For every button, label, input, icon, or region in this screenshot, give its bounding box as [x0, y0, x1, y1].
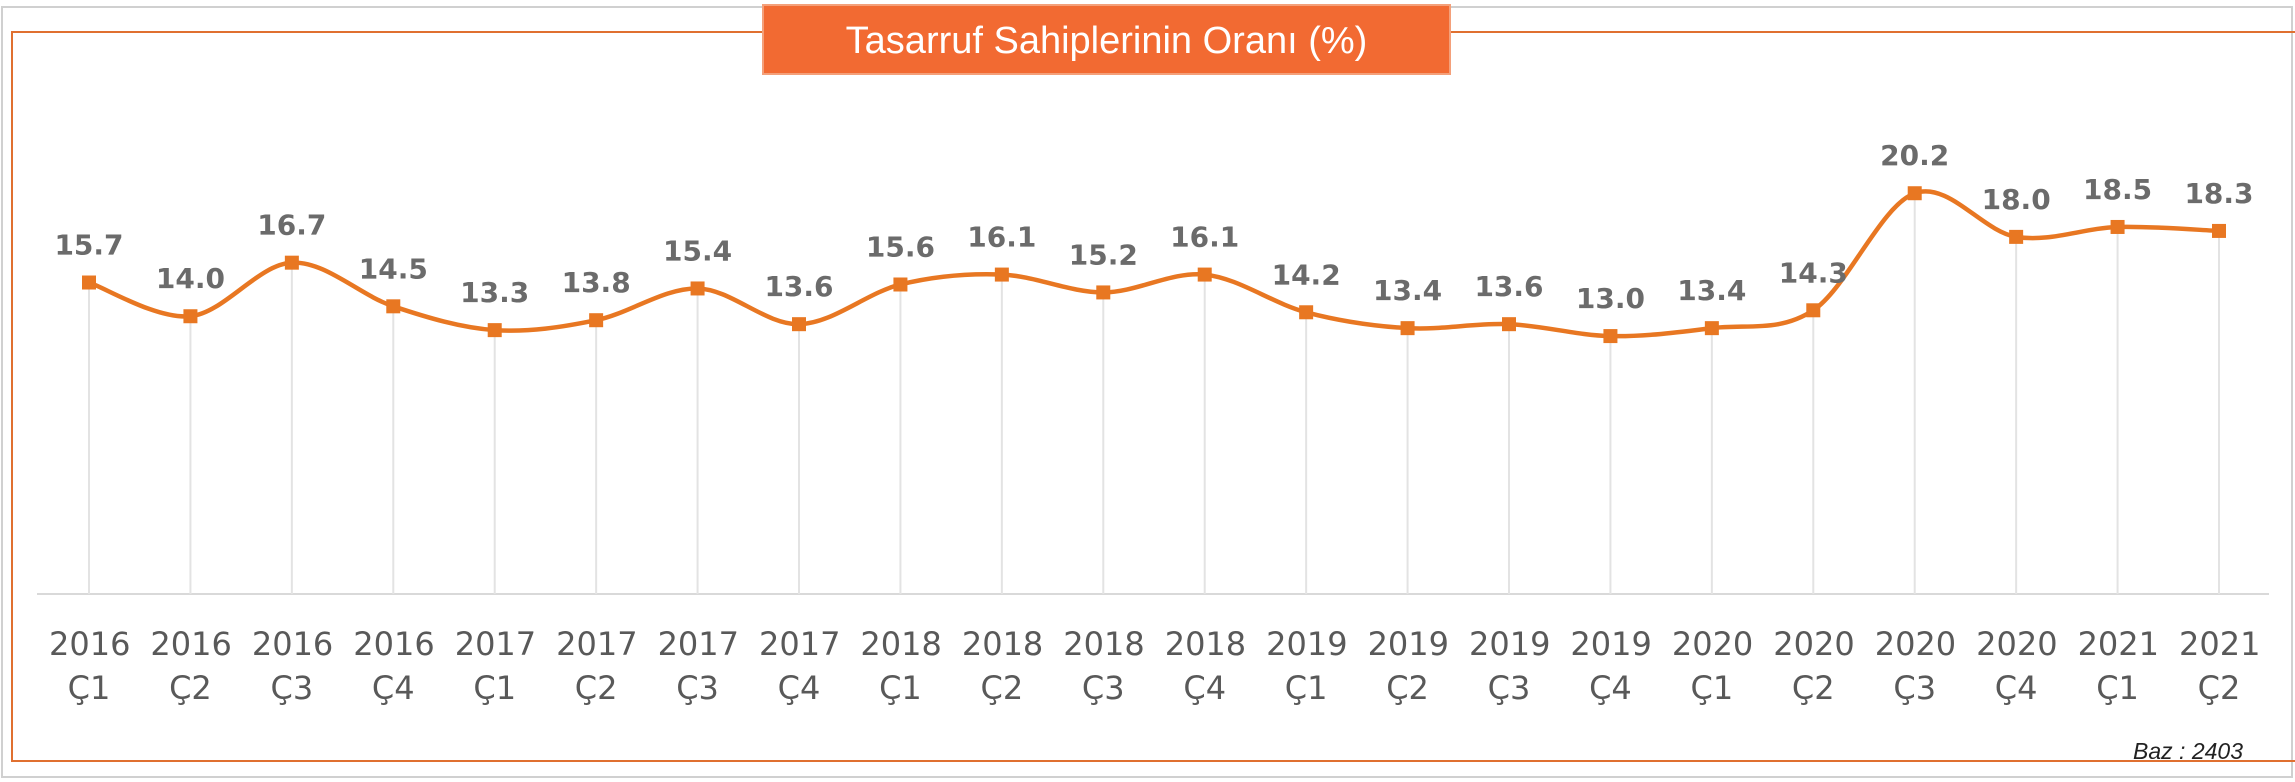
marker	[690, 281, 705, 296]
marker	[487, 323, 502, 338]
marker	[1907, 186, 1922, 201]
x-tick-label: 2018 Ç2	[961, 625, 1044, 707]
marker	[2009, 229, 2024, 244]
note: Baz : 2403	[2133, 738, 2243, 764]
data-label: 16.1	[1170, 221, 1239, 254]
x-tick-label: 2018 Ç1	[860, 625, 942, 707]
x-tick-label: 2019 Ç2	[1367, 625, 1449, 707]
x-tick-label: 2018 Ç3	[1063, 625, 1145, 707]
marker	[2212, 223, 2226, 238]
marker	[994, 267, 1009, 282]
marker	[1299, 305, 1314, 320]
x-tick-label: 2021 Ç2	[2179, 625, 2261, 707]
x-tick-label: 2016 Ç1	[49, 625, 131, 707]
marker	[589, 313, 604, 328]
x-tick-label: 2019 Ç1	[1266, 625, 1348, 707]
marker	[1400, 321, 1415, 336]
data-label: 15.6	[866, 230, 935, 263]
data-label: 15.4	[663, 234, 732, 267]
x-tick-label: 2017 Ç3	[657, 625, 739, 707]
marker	[792, 317, 806, 332]
marker	[1603, 329, 1618, 344]
data-label: 14.2	[1272, 258, 1341, 291]
marker	[386, 299, 401, 314]
data-label: 16.1	[967, 221, 1036, 254]
marker	[82, 275, 96, 290]
x-tick-label: 2017 Ç1	[454, 625, 537, 707]
x-tick-label: 2016 Ç2	[150, 625, 232, 707]
data-label: 13.3	[460, 276, 529, 309]
marker	[1197, 267, 1212, 282]
line	[88, 189, 2220, 339]
x-tick-label: 2020 Ç2	[1773, 625, 1855, 707]
data-label: 15.7	[54, 229, 123, 262]
x-tick-label: 2020 Ç3	[1874, 625, 1957, 707]
data-label: 13.6	[1474, 270, 1543, 303]
marker	[1502, 317, 1516, 332]
data-label: 13.0	[1576, 282, 1645, 315]
x-tick-label: 2019 Ç3	[1469, 625, 1551, 707]
data-label: 18.5	[2083, 173, 2152, 206]
data-label: 13.6	[764, 270, 833, 303]
data-label: 14.0	[156, 262, 225, 295]
data-label: 18.3	[2184, 177, 2253, 210]
marker	[1096, 285, 1111, 300]
x-tick-label: 2021 Ç1	[2077, 625, 2159, 707]
data-label: 20.2	[1880, 139, 1949, 172]
data-label: 13.4	[1373, 274, 1442, 307]
x-tick-label: 2017 Ç4	[759, 625, 841, 707]
data-label: 16.7	[257, 209, 326, 242]
x-tick-label: 2020 Ç1	[1671, 625, 1754, 707]
x-tick-label: 2017 Ç2	[556, 625, 638, 707]
marker	[183, 309, 198, 324]
chart-title: Tasarruf Sahiplerinin Oranı (%)	[762, 4, 1451, 75]
marker	[2110, 219, 2125, 234]
data-label: 14.3	[1779, 256, 1848, 289]
x-tick-label: 2020 Ç4	[1976, 625, 2058, 707]
marker	[284, 255, 299, 270]
x-tick-label: 2018 Ç4	[1164, 625, 1247, 707]
x-tick-label: 2016 Ç3	[251, 625, 334, 707]
data-label: 13.4	[1677, 274, 1746, 307]
marker	[1704, 321, 1719, 336]
data-label: 15.2	[1069, 238, 1138, 271]
marker	[1806, 303, 1821, 318]
marker	[893, 277, 908, 292]
x-tick-label: 2019 Ç4	[1570, 625, 1652, 707]
data-label: 13.8	[562, 266, 631, 299]
x-tick-label: 2016 Ç4	[353, 625, 435, 707]
data-label: 18.0	[1982, 183, 2051, 216]
data-label: 14.5	[359, 252, 428, 285]
